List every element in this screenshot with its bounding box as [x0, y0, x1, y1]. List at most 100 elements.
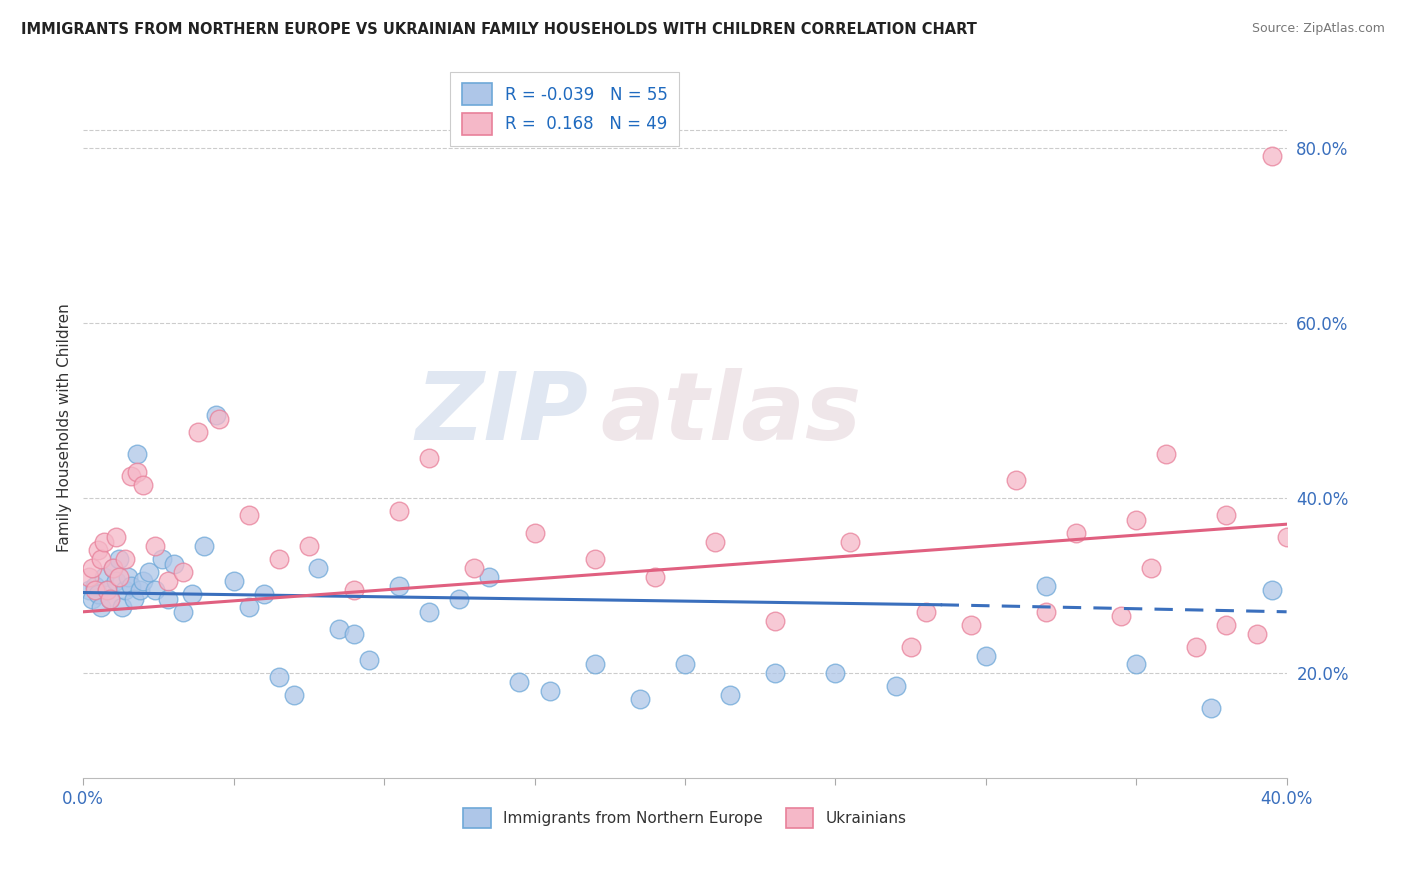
Point	[108, 552, 131, 566]
Point	[343, 582, 366, 597]
Point	[253, 587, 276, 601]
Point	[824, 666, 846, 681]
Point	[98, 591, 121, 606]
Point	[162, 557, 184, 571]
Point	[120, 469, 142, 483]
Point	[103, 561, 125, 575]
Point	[1035, 605, 1057, 619]
Point	[193, 539, 215, 553]
Point	[129, 582, 152, 597]
Point	[90, 552, 112, 566]
Point	[1125, 657, 1147, 672]
Point	[1246, 626, 1268, 640]
Point	[959, 618, 981, 632]
Point	[583, 657, 606, 672]
Point	[673, 657, 696, 672]
Point	[1125, 513, 1147, 527]
Point	[267, 552, 290, 566]
Point	[1260, 149, 1282, 163]
Text: atlas: atlas	[600, 368, 862, 459]
Point	[156, 574, 179, 588]
Point	[298, 539, 321, 553]
Point	[117, 570, 139, 584]
Point	[628, 692, 651, 706]
Point	[172, 566, 194, 580]
Point	[884, 679, 907, 693]
Point	[156, 591, 179, 606]
Point	[900, 640, 922, 654]
Point	[93, 534, 115, 549]
Point	[463, 561, 485, 575]
Point	[763, 666, 786, 681]
Point	[145, 582, 167, 597]
Point	[238, 508, 260, 523]
Point	[187, 425, 209, 440]
Point	[111, 600, 134, 615]
Point	[79, 582, 101, 597]
Point	[90, 600, 112, 615]
Point	[238, 600, 260, 615]
Point	[508, 674, 530, 689]
Point	[98, 591, 121, 606]
Point	[127, 465, 149, 479]
Point	[84, 578, 107, 592]
Point	[79, 570, 101, 584]
Point	[914, 605, 936, 619]
Point	[82, 561, 104, 575]
Point	[418, 451, 440, 466]
Text: Source: ZipAtlas.com: Source: ZipAtlas.com	[1251, 22, 1385, 36]
Point	[132, 477, 155, 491]
Point	[328, 623, 350, 637]
Point	[105, 574, 128, 588]
Point	[82, 591, 104, 606]
Point	[1215, 618, 1237, 632]
Point	[138, 566, 160, 580]
Point	[1185, 640, 1208, 654]
Point	[96, 582, 118, 597]
Point	[1109, 609, 1132, 624]
Point	[388, 504, 411, 518]
Point	[180, 587, 202, 601]
Point	[93, 570, 115, 584]
Point	[150, 552, 173, 566]
Point	[644, 570, 666, 584]
Point	[87, 543, 110, 558]
Text: ZIP: ZIP	[416, 368, 589, 459]
Point	[388, 578, 411, 592]
Point	[124, 591, 146, 606]
Point	[103, 561, 125, 575]
Point	[105, 530, 128, 544]
Point	[418, 605, 440, 619]
Point	[343, 626, 366, 640]
Point	[763, 614, 786, 628]
Point	[974, 648, 997, 663]
Point	[84, 582, 107, 597]
Point	[359, 653, 381, 667]
Point	[267, 671, 290, 685]
Point	[1201, 701, 1223, 715]
Point	[1064, 525, 1087, 540]
Point	[1154, 447, 1177, 461]
Point	[132, 574, 155, 588]
Point	[145, 539, 167, 553]
Point	[96, 582, 118, 597]
Point	[172, 605, 194, 619]
Point	[839, 534, 862, 549]
Point	[222, 574, 245, 588]
Point	[718, 688, 741, 702]
Point	[1005, 474, 1028, 488]
Point	[204, 408, 226, 422]
Point	[283, 688, 305, 702]
Point	[583, 552, 606, 566]
Point	[449, 591, 471, 606]
Point	[523, 525, 546, 540]
Text: IMMIGRANTS FROM NORTHERN EUROPE VS UKRAINIAN FAMILY HOUSEHOLDS WITH CHILDREN COR: IMMIGRANTS FROM NORTHERN EUROPE VS UKRAI…	[21, 22, 977, 37]
Point	[704, 534, 727, 549]
Point	[127, 447, 149, 461]
Point	[538, 683, 561, 698]
Y-axis label: Family Households with Children: Family Households with Children	[58, 303, 72, 552]
Point	[114, 582, 136, 597]
Point	[1140, 561, 1163, 575]
Point	[108, 570, 131, 584]
Point	[1260, 582, 1282, 597]
